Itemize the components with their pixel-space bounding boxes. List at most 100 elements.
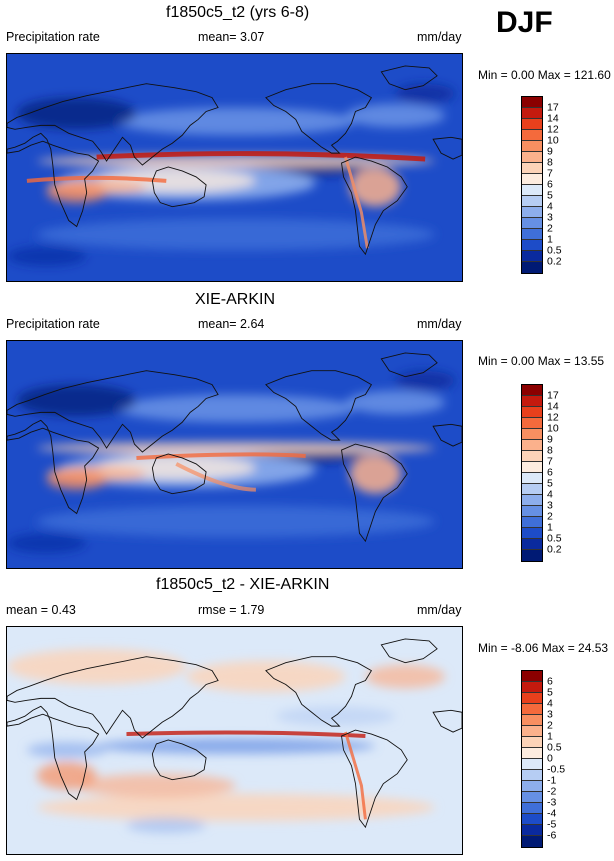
panel-diff-rmse: rmse = 1.79 xyxy=(198,603,265,617)
colorbar-swatch xyxy=(522,726,542,737)
colorbar-swatch xyxy=(522,737,542,748)
colorbar-swatch xyxy=(522,671,542,682)
panel-diff-title: f1850c5_t2 - XIE-ARKIN xyxy=(156,576,330,593)
colorbar-tick-label: 14 xyxy=(547,112,559,125)
colorbar-swatch xyxy=(522,682,542,693)
colorbar-swatch xyxy=(522,130,542,141)
colorbar-tick-label: 12 xyxy=(547,411,559,424)
panel-model-variable: Precipitation rate xyxy=(6,30,100,44)
colorbar-tick-label: 8 xyxy=(547,444,553,457)
colorbar-tick-label: 6 xyxy=(547,466,553,479)
colorbar-tick-label: 7 xyxy=(547,167,553,180)
colorbar-swatch xyxy=(522,506,542,517)
colorbar-swatch xyxy=(522,693,542,704)
colorbar-tick-label: 0.5 xyxy=(547,244,562,257)
panel-diff-mean: mean = 0.43 xyxy=(6,603,76,617)
colorbar-swatch xyxy=(522,704,542,715)
colorbar-tick-label: 0.5 xyxy=(547,741,562,754)
colorbar-swatch xyxy=(522,473,542,484)
colorbar-swatch xyxy=(522,229,542,240)
panel-obs-colorbar xyxy=(521,384,543,562)
colorbar-swatch xyxy=(522,825,542,836)
colorbar-swatch xyxy=(522,770,542,781)
colorbar-tick-label: -4 xyxy=(547,807,557,820)
panel-obs-map xyxy=(6,340,463,569)
colorbar-tick-label: 6 xyxy=(547,675,553,688)
colorbar-swatch xyxy=(522,495,542,506)
colorbar-tick-label: 1 xyxy=(547,521,553,534)
colorbar-tick-label: -1 xyxy=(547,774,557,787)
colorbar-tick-label: 2 xyxy=(547,719,553,732)
panel-model-mean: mean= 3.07 xyxy=(198,30,265,44)
colorbar-tick-label: 1 xyxy=(547,730,553,743)
season-label: DJF xyxy=(496,6,553,39)
colorbar-swatch xyxy=(522,185,542,196)
colorbar-swatch xyxy=(522,418,542,429)
colorbar-tick-label: 2 xyxy=(547,222,553,235)
colorbar-tick-label: 0.2 xyxy=(547,255,562,268)
panel-model-units: mm/day xyxy=(417,30,462,44)
panel-diff-colorbar-labels: 6 5 4 3 2 1 0.5 0 -0.5 -1 -2 -3 -4 -5 -6 xyxy=(547,670,607,848)
colorbar-tick-label: 17 xyxy=(547,389,559,402)
colorbar-tick-label: 10 xyxy=(547,134,559,147)
colorbar-tick-label: 4 xyxy=(547,200,553,213)
colorbar-swatch xyxy=(522,108,542,119)
colorbar-swatch xyxy=(522,484,542,495)
colorbar-tick-label: -0.5 xyxy=(547,763,566,776)
colorbar-tick-label: 4 xyxy=(547,697,553,710)
colorbar-swatch xyxy=(522,748,542,759)
colorbar-tick-label: 3 xyxy=(547,499,553,512)
panel-obs-minmax: Min = 0.00 Max = 13.55 xyxy=(478,354,605,368)
colorbar-swatch xyxy=(522,262,542,273)
colorbar-swatch xyxy=(522,814,542,825)
colorbar-swatch xyxy=(522,429,542,440)
colorbar-tick-label: 9 xyxy=(547,433,553,446)
colorbar-tick-label: 7 xyxy=(547,455,553,468)
colorbar-tick-label: -5 xyxy=(547,818,557,831)
colorbar-tick-label: 8 xyxy=(547,156,553,169)
map-field xyxy=(7,54,462,281)
panel-model-map xyxy=(6,53,463,282)
colorbar-swatch xyxy=(522,462,542,473)
panel-model-colorbar-labels: 17 14 12 10 9 8 7 6 5 4 3 2 1 0.5 0.2 xyxy=(547,96,607,274)
colorbar-tick-label: 9 xyxy=(547,145,553,158)
map-field xyxy=(7,627,462,854)
panel-obs-mean: mean= 2.64 xyxy=(198,317,265,331)
colorbar-swatch xyxy=(522,550,542,561)
colorbar-swatch xyxy=(522,792,542,803)
colorbar-swatch xyxy=(522,440,542,451)
panel-diff-units: mm/day xyxy=(417,603,462,617)
colorbar-swatch xyxy=(522,517,542,528)
colorbar-tick-label: 0.2 xyxy=(547,543,562,556)
colorbar-swatch xyxy=(522,174,542,185)
colorbar-swatch xyxy=(522,759,542,770)
panel-model-colorbar xyxy=(521,96,543,274)
colorbar-swatch xyxy=(522,407,542,418)
map-field xyxy=(7,341,462,568)
colorbar-tick-label: 17 xyxy=(547,101,559,114)
colorbar-tick-label: 5 xyxy=(547,477,553,490)
colorbar-tick-label: -6 xyxy=(547,829,557,842)
panel-obs-title: XIE-ARKIN xyxy=(195,291,276,308)
colorbar-tick-label: 12 xyxy=(547,123,559,136)
colorbar-tick-label: 5 xyxy=(547,189,553,202)
colorbar-swatch xyxy=(522,715,542,726)
panel-diff-colorbar xyxy=(521,670,543,848)
colorbar-swatch xyxy=(522,97,542,108)
colorbar-swatch xyxy=(522,451,542,462)
panel-diff-minmax: Min = -8.06 Max = 24.53 xyxy=(478,641,609,655)
colorbar-tick-label: 5 xyxy=(547,686,553,699)
colorbar-swatch xyxy=(522,196,542,207)
panel-model-title: f1850c5_t2 (yrs 6-8) xyxy=(166,4,310,21)
colorbar-swatch xyxy=(522,803,542,814)
colorbar-swatch xyxy=(522,251,542,262)
colorbar-swatch xyxy=(522,528,542,539)
colorbar-tick-label: 3 xyxy=(547,211,553,224)
colorbar-tick-label: 6 xyxy=(547,178,553,191)
colorbar-swatch xyxy=(522,152,542,163)
panel-obs-variable: Precipitation rate xyxy=(6,317,100,331)
colorbar-swatch xyxy=(522,539,542,550)
colorbar-tick-label: 0.5 xyxy=(547,532,562,545)
colorbar-swatch xyxy=(522,218,542,229)
colorbar-swatch xyxy=(522,781,542,792)
